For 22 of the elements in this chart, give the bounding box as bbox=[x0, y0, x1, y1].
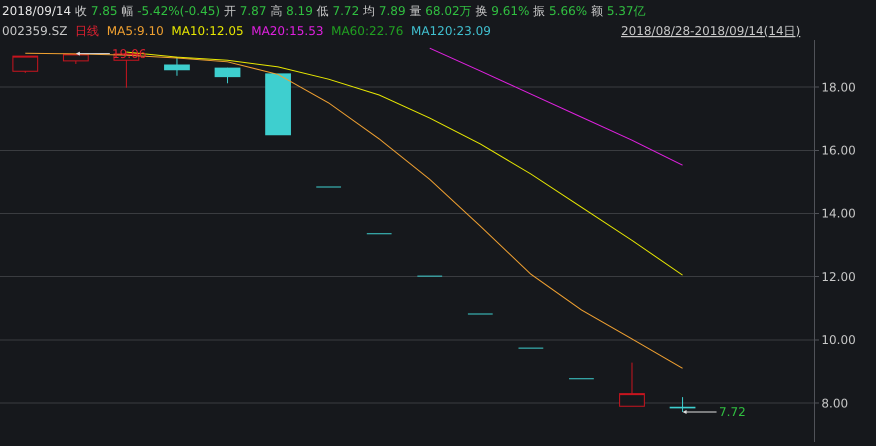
text: 2018/08/28-2018/09/14(14日) bbox=[621, 24, 800, 38]
chart-title: 2018/09/14 收 7.85 幅 -5.42%(-0.45) 开 7.87 高 8.19 低 7.72 均 7.89 量 68.02万 换 9.61% 振 5.66% 额 5.37亿 bbox=[2, 4, 646, 18]
y-tick-label: 8.00 bbox=[821, 396, 848, 410]
y-tick-label: 10.00 bbox=[821, 333, 856, 348]
y-tick-label: 18.00 bbox=[821, 80, 856, 94]
text: 7.72 bbox=[719, 405, 746, 419]
series-label: MA5:9.10 bbox=[106, 24, 164, 38]
candlestick bbox=[12, 56, 38, 74]
y-tick-label: 14.00 bbox=[821, 206, 856, 221]
candlestick bbox=[164, 56, 190, 76]
y-tick-label: 16.00 bbox=[821, 144, 856, 158]
series-label: MA10:12.05 bbox=[171, 24, 244, 38]
y-tick-label: 12.00 bbox=[821, 270, 856, 284]
candlestick bbox=[619, 362, 645, 407]
candlestick bbox=[670, 396, 696, 412]
line-series bbox=[429, 48, 684, 166]
candlestick bbox=[214, 67, 240, 84]
candlestick bbox=[265, 73, 291, 136]
legend-label: MA120:23.09 bbox=[410, 24, 491, 38]
chart-subtitle: 002359.SZ 日线 bbox=[2, 24, 100, 38]
text: MA20:15.53 bbox=[251, 24, 324, 38]
legend-label: MA60:22.76 bbox=[331, 24, 404, 38]
